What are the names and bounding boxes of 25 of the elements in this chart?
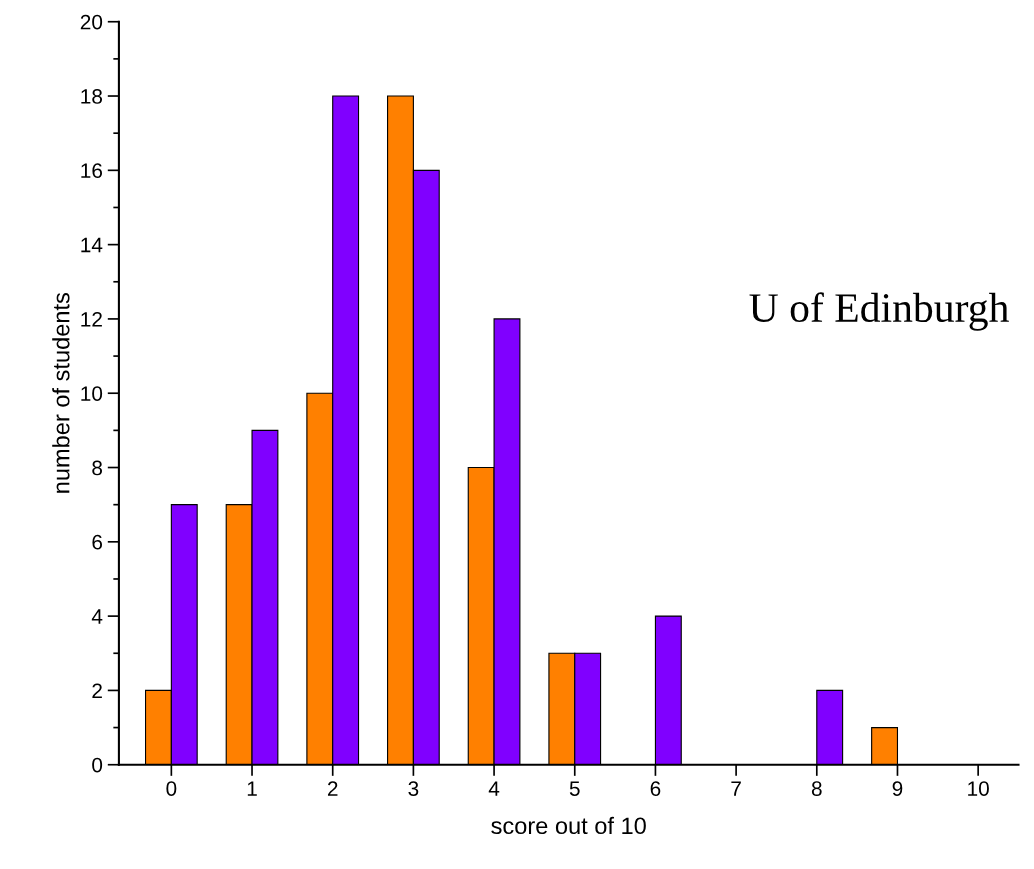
y-tick-label: 16 [81, 163, 103, 179]
y-axis-title: number of students [52, 293, 70, 493]
x-tick-label: 0 [166, 781, 177, 796]
y-tick-label: 2 [92, 683, 102, 698]
x-tick-label: 8 [811, 781, 822, 796]
y-tick-label: 20 [80, 14, 103, 30]
x-tick-label: 3 [408, 781, 419, 796]
x-tick-label: 4 [488, 781, 500, 796]
x-tick-label: 10 [968, 781, 989, 796]
y-tick-label: 8 [92, 460, 103, 476]
y-tick-label: 4 [91, 609, 103, 624]
x-tick-label: 9 [892, 781, 903, 796]
y-tick-label: 6 [92, 534, 103, 550]
y-tick-label: 18 [81, 89, 103, 104]
x-tick-label: 1 [247, 781, 257, 796]
x-tick-label: 6 [650, 781, 661, 796]
y-tick-label: 0 [92, 757, 103, 773]
y-tick-label: 14 [81, 237, 103, 253]
y-tick-label: 10 [81, 386, 103, 401]
x-tick-label: 7 [731, 781, 741, 796]
x-tick-label: 2 [327, 781, 338, 796]
annotation: U of Edinburgh [749, 292, 1009, 331]
y-tick-label: 12 [81, 311, 102, 327]
x-axis-title: score out of 10 [491, 816, 646, 835]
x-tick-label: 5 [569, 781, 580, 796]
